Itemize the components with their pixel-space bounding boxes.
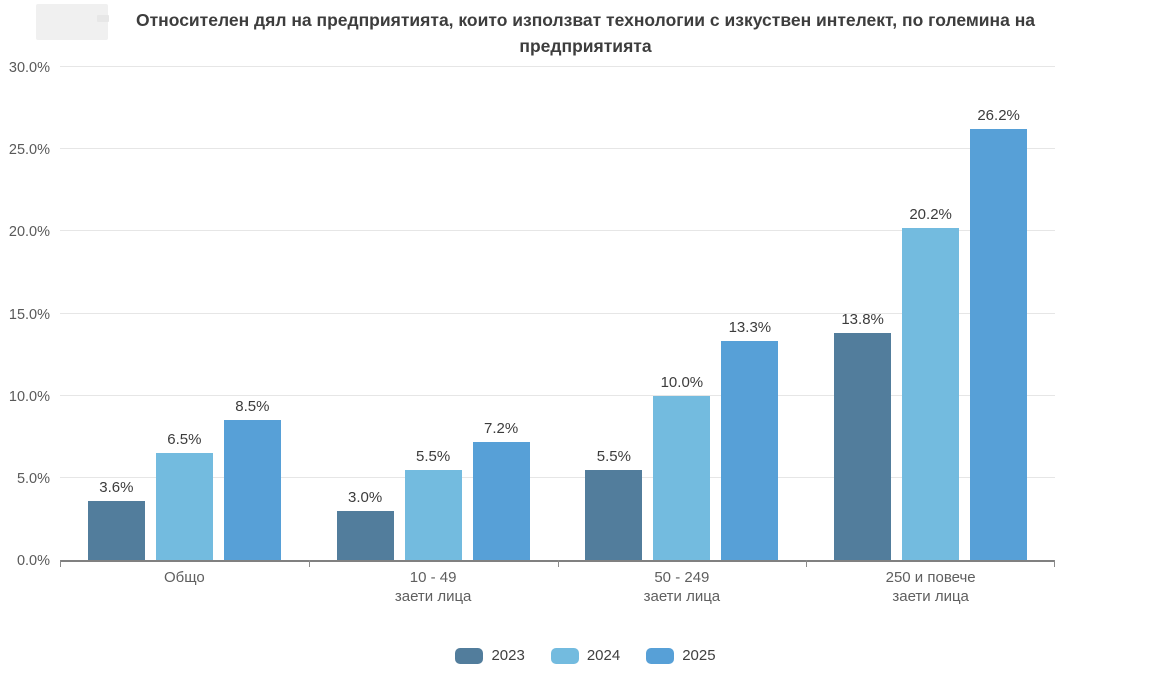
bar-wrap: 8.5% xyxy=(223,67,281,560)
x-axis-category-label-line: Общо xyxy=(163,569,205,586)
bar-value-label: 6.5% xyxy=(167,431,202,449)
x-axis-labels: Общо 10 - 49 заети лица 50 - 249 заети лица 2… xyxy=(60,568,1055,610)
bar-group-2: 3.0% 5.5% 7.2% xyxy=(309,67,558,560)
bar-2023-group-4[interactable] xyxy=(834,333,892,560)
bar-value-label: 13.8% xyxy=(841,311,884,329)
bar-2024-group-2[interactable] xyxy=(404,469,462,560)
bar-2024-group-1[interactable] xyxy=(155,453,213,560)
plot-area: 3.6% 6.5% 8.5% 3.0% 5.5% 7.2% 5.5% 10.0% 13.3% 13… xyxy=(60,66,1055,567)
x-axis-category-label-line: 250 и повече xyxy=(885,569,976,586)
x-axis-category-label-line: 50 - 249 xyxy=(654,569,710,586)
bar-2023-group-1[interactable] xyxy=(87,500,145,560)
bar-group-4: 13.8% 20.2% 26.2% xyxy=(806,67,1055,560)
bar-value-label: 3.0% xyxy=(348,488,383,506)
bar-wrap: 26.2% xyxy=(970,67,1028,560)
x-axis-category-label: Общо xyxy=(60,568,309,587)
y-axis-tick-label: 0.0% xyxy=(16,553,50,569)
bar-2025-group-2[interactable] xyxy=(472,441,530,560)
gridline xyxy=(60,148,1055,150)
bar-value-label: 10.0% xyxy=(660,373,704,391)
bar-wrap: 3.6% xyxy=(87,67,145,560)
bar-2023-group-3[interactable] xyxy=(585,469,643,560)
bar-wrap: 13.3% xyxy=(721,67,779,560)
legend-item-2023[interactable]: 2023 xyxy=(455,647,525,664)
y-axis-tick-label: 30.0% xyxy=(8,60,50,76)
x-axis-category-label: 50 - 249 заети лица xyxy=(558,568,807,606)
y-axis-labels: 0.0% 5.0% 10.0% 15.0% 20.0% 25.0% 30.0% xyxy=(0,60,50,569)
bar-value-label: 5.5% xyxy=(596,447,631,465)
legend-label: 2023 xyxy=(491,647,525,664)
y-axis-tick-label: 20.0% xyxy=(8,224,50,241)
bar-2024-group-3[interactable] xyxy=(653,395,711,560)
bar-group-1: 3.6% 6.5% 8.5% xyxy=(60,67,309,560)
gridline xyxy=(60,230,1055,232)
bar-value-label: 13.3% xyxy=(728,319,772,337)
legend-item-2025[interactable]: 2025 xyxy=(646,647,716,664)
y-axis-tick-label: 5.0% xyxy=(16,470,50,487)
bar-wrap: 6.5% xyxy=(155,67,213,560)
bar-wrap: 13.8% xyxy=(834,67,892,560)
bar-wrap: 3.0% xyxy=(336,67,394,560)
y-axis-tick-label: 10.0% xyxy=(8,388,50,405)
bar-wrap: 7.2% xyxy=(472,67,530,560)
bar-value-label: 20.2% xyxy=(909,206,952,224)
x-axis-tick xyxy=(60,560,61,567)
chart-title: Относителен дял на предприятията, които … xyxy=(135,10,1036,56)
bar-value-label: 7.2% xyxy=(484,419,519,437)
gridline xyxy=(60,476,1055,478)
x-axis-category-label-line: 10 - 49 xyxy=(409,569,457,586)
bar-2025-group-1[interactable] xyxy=(223,420,281,560)
bar-value-label: 26.2% xyxy=(977,107,1020,125)
x-axis-tick xyxy=(806,560,808,567)
bar-value-label: 3.6% xyxy=(99,478,134,496)
bar-2025-group-4[interactable] xyxy=(970,129,1028,560)
bar-2025-group-3[interactable] xyxy=(721,341,779,560)
legend-item-2024[interactable]: 2024 xyxy=(550,647,621,664)
gridline xyxy=(60,312,1055,314)
bar-value-label: 8.5% xyxy=(235,398,270,416)
bar-2023-group-2[interactable] xyxy=(336,510,394,560)
bar-wrap: 5.5% xyxy=(404,67,462,560)
y-axis-tick-label: 15.0% xyxy=(8,306,50,323)
legend-swatch-2023 xyxy=(455,647,484,664)
x-axis-tick xyxy=(557,560,559,567)
faded-icon-artifact xyxy=(97,15,109,22)
legend: 2023 2024 2025 xyxy=(0,647,1171,664)
bar-wrap: 10.0% xyxy=(653,67,711,560)
y-axis-tick-label: 25.0% xyxy=(8,142,50,159)
bar-wrap: 5.5% xyxy=(585,67,643,560)
x-axis-category-label-line: заети лица xyxy=(394,588,472,605)
legend-label: 2024 xyxy=(586,647,621,664)
gridline xyxy=(60,66,1055,67)
legend-swatch-2024 xyxy=(550,647,579,664)
bar-wrap: 20.2% xyxy=(902,67,960,560)
x-axis-tick xyxy=(308,560,310,567)
legend-label: 2025 xyxy=(682,647,716,664)
bar-value-label: 5.5% xyxy=(416,447,451,465)
x-axis-tick xyxy=(1054,560,1055,567)
x-axis-category-label: 250 и повече заети лица xyxy=(806,568,1055,606)
faded-toolbar-artifact xyxy=(36,4,108,40)
legend-swatch-2025 xyxy=(646,647,675,664)
x-axis-category-label-line: заети лица xyxy=(643,588,721,605)
gridline xyxy=(60,394,1055,396)
x-axis-category-label-line: заети лица xyxy=(892,588,969,605)
bar-group-3: 5.5% 10.0% 13.3% xyxy=(558,67,807,560)
bar-2024-group-4[interactable] xyxy=(902,228,960,560)
x-axis-category-label: 10 - 49 заети лица xyxy=(309,568,558,606)
